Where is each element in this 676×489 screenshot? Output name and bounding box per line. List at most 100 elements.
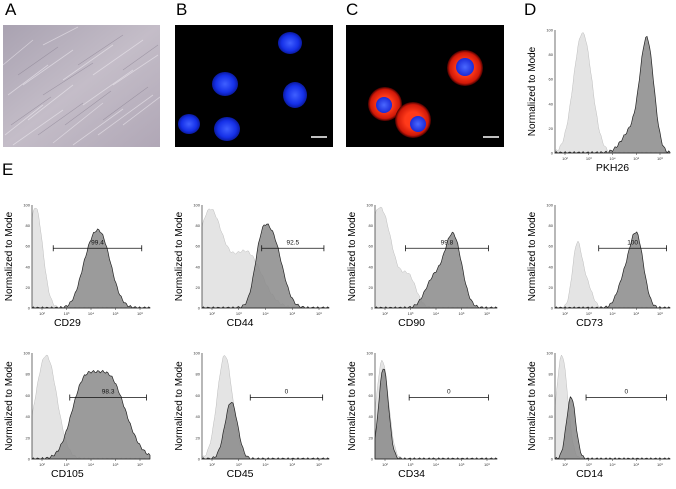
y-tick-label: 40 bbox=[26, 264, 31, 269]
y-tick-label: 80 bbox=[369, 223, 374, 228]
histogram-cd45: Normalized to Mode 100 80 60 40 20 0 10² 10³ 10⁴ 1… bbox=[174, 351, 330, 480]
y-tick-label: 80 bbox=[26, 372, 31, 377]
x-tick-label: 10² bbox=[209, 462, 215, 467]
y-tick-label: 0 bbox=[28, 306, 31, 311]
gate-percentage: 100 bbox=[627, 239, 638, 246]
y-tick-label: 80 bbox=[196, 372, 201, 377]
y-tick-label: 0 bbox=[198, 306, 201, 311]
y-tick-label: 80 bbox=[26, 223, 31, 228]
x-tick-label: 10⁶ bbox=[657, 156, 663, 161]
gate-marker: 99.8 bbox=[405, 239, 489, 252]
x-tick-label: 10⁴ bbox=[262, 462, 268, 467]
y-tick-label: 100 bbox=[193, 203, 200, 208]
x-tick-label: 10³ bbox=[236, 462, 242, 467]
sample-histogram bbox=[554, 396, 671, 460]
panel-label-d: D bbox=[524, 0, 537, 19]
membrane-nuclei-fluorescence-micrograph bbox=[346, 25, 504, 147]
x-tick-label: 10² bbox=[562, 156, 568, 161]
gate-marker: 0 bbox=[408, 389, 489, 401]
x-tick-label: 10⁶ bbox=[484, 311, 490, 316]
histogram-cd29: Normalized to Mode 100 80 60 40 20 0 10² 10³ 10⁴ 1… bbox=[4, 203, 151, 329]
nucleus-2 bbox=[212, 72, 238, 96]
gate-percentage: 0 bbox=[624, 389, 628, 396]
y-tick-label: 60 bbox=[549, 393, 554, 398]
y-tick-label: 40 bbox=[369, 414, 374, 419]
y-tick-label: 20 bbox=[26, 285, 31, 290]
gate-marker: 0 bbox=[585, 389, 667, 401]
y-tick-label: 20 bbox=[549, 285, 554, 290]
y-tick-label: 80 bbox=[549, 372, 554, 377]
x-tick-label: 10⁴ bbox=[88, 311, 94, 316]
y-tick-label: 40 bbox=[196, 264, 201, 269]
x-axis-label: CD90 bbox=[398, 317, 425, 329]
y-tick-label: 0 bbox=[551, 306, 554, 311]
gate-percentage: 0 bbox=[285, 389, 289, 396]
sample-histogram bbox=[31, 369, 151, 460]
y-tick-label: 0 bbox=[28, 457, 31, 462]
x-axis-label: CD45 bbox=[227, 468, 254, 480]
x-tick-label: 10⁵ bbox=[633, 462, 639, 467]
nucleus-1 bbox=[278, 32, 302, 54]
y-tick-label: 0 bbox=[371, 457, 374, 462]
y-tick-label: 60 bbox=[26, 393, 31, 398]
nucleus-5 bbox=[214, 117, 240, 141]
y-tick-label: 100 bbox=[23, 351, 30, 356]
y-tick-label: 20 bbox=[549, 126, 554, 131]
panel-label-a: A bbox=[5, 0, 17, 19]
gate-percentage: 99.4 bbox=[91, 239, 104, 246]
y-axis-label: Normalized to Mode bbox=[347, 361, 358, 451]
y-tick-label: 20 bbox=[369, 435, 374, 440]
x-tick-label: 10³ bbox=[64, 311, 70, 316]
y-tick-label: 100 bbox=[193, 351, 200, 356]
y-tick-label: 40 bbox=[26, 414, 31, 419]
y-tick-label: 20 bbox=[26, 435, 31, 440]
gate-marker: 92.5 bbox=[261, 239, 325, 252]
x-axis-label: PKH26 bbox=[596, 162, 629, 174]
histogram-cd105: Normalized to Mode 100 80 60 40 20 0 10² 10³ 10⁴ 1… bbox=[4, 351, 151, 480]
x-tick-label: 10⁵ bbox=[289, 311, 295, 316]
x-axis-label: CD34 bbox=[398, 468, 425, 480]
y-tick-label: 100 bbox=[366, 203, 373, 208]
panel-label-b: B bbox=[176, 0, 188, 19]
x-tick-label: 10⁶ bbox=[657, 462, 663, 467]
x-axis-label: CD14 bbox=[576, 468, 603, 480]
y-tick-label: 20 bbox=[196, 285, 201, 290]
x-tick-label: 10² bbox=[382, 462, 388, 467]
histogram-cd90: Normalized to Mode 100 80 60 40 20 0 10² 10³ 10⁴ 1… bbox=[347, 203, 498, 329]
x-tick-label: 10⁶ bbox=[316, 462, 322, 467]
y-tick-label: 100 bbox=[546, 203, 553, 208]
x-tick-label: 10⁴ bbox=[609, 462, 615, 467]
y-tick-label: 0 bbox=[371, 306, 374, 311]
x-tick-label: 10⁵ bbox=[458, 311, 464, 316]
y-tick-label: 60 bbox=[549, 77, 554, 82]
gate-marker: 0 bbox=[249, 389, 324, 401]
y-tick-label: 60 bbox=[196, 393, 201, 398]
y-tick-label: 40 bbox=[549, 101, 554, 106]
x-tick-label: 10³ bbox=[408, 462, 414, 467]
x-tick-label: 10⁵ bbox=[289, 462, 295, 467]
histogram-cd34: Normalized to Mode 100 80 60 40 20 0 10² 10³ 10⁴ 1… bbox=[347, 351, 498, 480]
y-tick-label: 0 bbox=[551, 457, 554, 462]
gate-percentage: 98.3 bbox=[102, 389, 115, 396]
cell-3-nucleus bbox=[410, 116, 426, 132]
x-axis-label: CD105 bbox=[51, 468, 84, 480]
histogram-cd73: Normalized to Mode 100 80 60 40 20 0 10² 10³ 10⁴ 1… bbox=[527, 203, 671, 329]
x-tick-label: 10³ bbox=[408, 311, 414, 316]
nuclei-fluorescence-micrograph bbox=[175, 25, 333, 147]
cell-1-nucleus bbox=[456, 58, 474, 76]
gate-marker: 99.4 bbox=[52, 239, 143, 252]
sample-histogram bbox=[554, 231, 671, 309]
gate-marker: 98.3 bbox=[69, 389, 147, 401]
histogram-cd14: Normalized to Mode 100 80 60 40 20 0 10² 10³ 10⁴ 1… bbox=[527, 351, 671, 480]
y-tick-label: 80 bbox=[549, 223, 554, 228]
y-tick-label: 60 bbox=[549, 244, 554, 249]
sample-histogram bbox=[374, 368, 498, 460]
y-tick-label: 40 bbox=[549, 264, 554, 269]
y-tick-label: 60 bbox=[369, 244, 374, 249]
y-tick-label: 100 bbox=[366, 351, 373, 356]
x-tick-label: 10² bbox=[382, 311, 388, 316]
y-tick-label: 0 bbox=[551, 151, 554, 156]
y-axis-label: Normalized to Mode bbox=[527, 211, 538, 301]
histogram-cd44: Normalized to Mode 100 80 60 40 20 0 10² 10³ 10⁴ 1… bbox=[174, 203, 330, 329]
